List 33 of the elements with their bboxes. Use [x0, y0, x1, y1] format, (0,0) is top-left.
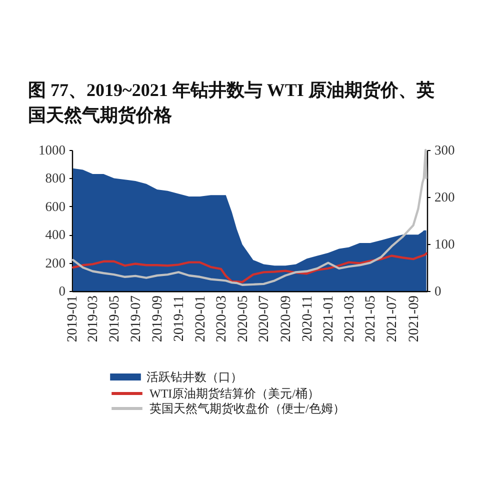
x-tick-label: 2019-01: [66, 296, 80, 342]
x-tick-label: 2020-07: [257, 296, 272, 342]
x-tick-label: 2020-03: [214, 296, 230, 342]
legend-label: 活跃钻井数（口）: [146, 370, 242, 384]
x-tick-label: 2021-01: [322, 296, 337, 342]
x-tick-label: 2020-01: [193, 296, 208, 342]
legend-label: WTI原油期货结算价（美元/桶）: [150, 386, 320, 400]
x-tick-label: 2021-03: [342, 296, 358, 342]
y-tick-label: 400: [45, 227, 66, 242]
legend-label: 英国天然气期货收盘价（便士/色姆）: [150, 402, 345, 416]
y-tick-label: 1000: [38, 142, 66, 158]
x-tick-label: 2019-03: [86, 296, 102, 342]
y2-tick-label: 200: [434, 190, 455, 204]
line-series: [72, 148, 428, 286]
chart-title: 图 77、2019~2021 年钻井数与 WTI 原油期货价、英国天然气期货价格: [28, 80, 434, 125]
y-tick-label: 600: [45, 198, 66, 214]
x-tick-label: 2020-09: [278, 296, 294, 342]
y2-tick-label: 300: [434, 142, 455, 158]
y-tick-label: 200: [45, 255, 66, 270]
y2-tick-label: 0: [434, 284, 442, 298]
x-tick-label: 2021-05: [364, 296, 379, 342]
x-tick-label: 2021-07: [385, 296, 400, 342]
x-tick-label: 2020-05: [236, 296, 251, 342]
x-tick-label: 2019-09: [150, 296, 166, 342]
y-tick-label: 800: [45, 170, 66, 186]
x-tick-label: 2019-11: [172, 296, 188, 342]
x-tick-label: 2019-07: [128, 296, 144, 342]
line-series: [72, 252, 428, 284]
x-tick-label: 2021-09: [406, 296, 422, 342]
y-tick-label: 0: [58, 284, 66, 298]
y2-tick-label: 100: [434, 236, 455, 252]
x-tick-label: 2019-05: [108, 296, 123, 342]
x-tick-label: 2020-11: [300, 296, 316, 342]
